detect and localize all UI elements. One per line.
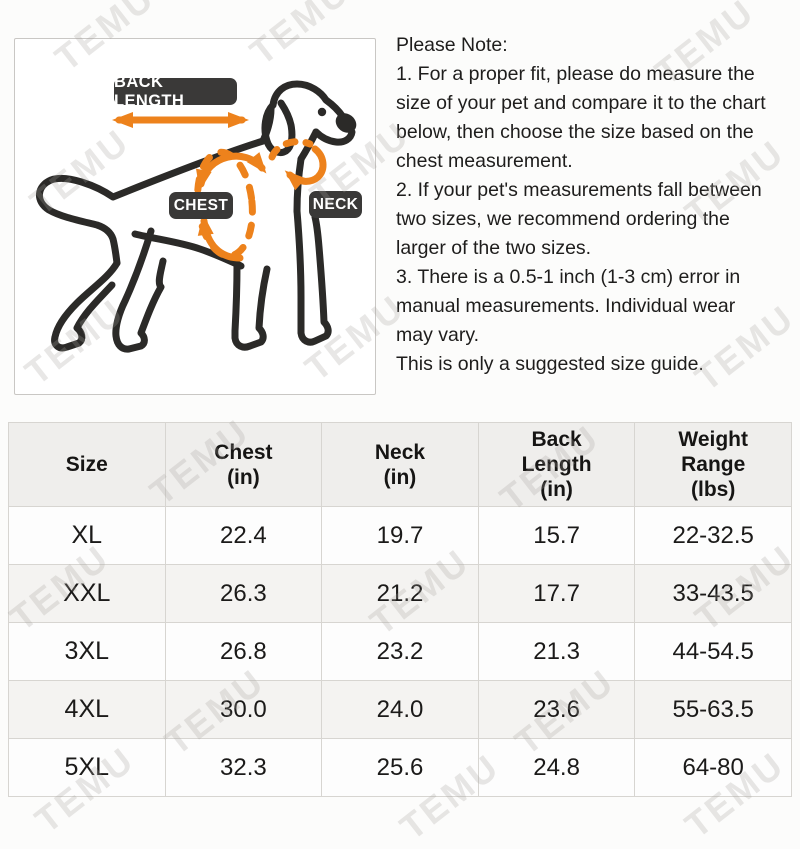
note-item-1: 1. For a proper fit, please do measure t… xyxy=(396,63,766,172)
cell-weight: 64-80 xyxy=(634,738,792,797)
dog-outline xyxy=(36,80,356,353)
note-item-2: 2. If your pet's measurements fall betwe… xyxy=(396,179,762,259)
header-size: Size xyxy=(8,422,166,507)
cell-size: XL xyxy=(8,506,166,565)
table-row-xxl: XXL 26.3 21.2 17.7 33-43.5 xyxy=(8,564,792,623)
neck-label: NECK xyxy=(309,191,362,218)
table-row-5xl: 5XL 32.3 25.6 24.8 64-80 xyxy=(8,738,792,797)
dog-nose xyxy=(335,113,357,133)
cell-back-length: 23.6 xyxy=(477,680,636,739)
cell-back-length: 24.8 xyxy=(477,738,636,797)
header-weight-range: Weight Range (lbs) xyxy=(634,422,792,507)
measurement-diagram-panel: BACK LENGTH CHEST NECK xyxy=(14,38,376,395)
cell-chest: 22.4 xyxy=(164,506,323,565)
cell-neck: 23.2 xyxy=(321,622,479,681)
table-row-4xl: 4XL 30.0 24.0 23.6 55-63.5 xyxy=(8,680,792,739)
notes-section: Please Note: 1. For a proper fit, please… xyxy=(396,31,798,379)
header-row: Size Chest (in) Neck (in) Back Length (i… xyxy=(8,422,792,507)
size-chart-table: Size Chest (in) Neck (in) Back Length (i… xyxy=(8,422,792,797)
chest-bottom-arrow xyxy=(197,214,244,262)
table-row-xl: XL 22.4 19.7 15.7 22-32.5 xyxy=(8,506,792,565)
cell-back-length: 15.7 xyxy=(477,506,636,565)
cell-size: 5XL xyxy=(8,738,166,797)
cell-size: 4XL xyxy=(8,680,166,739)
cell-weight: 22-32.5 xyxy=(634,506,792,565)
note-item-3: 3. There is a 0.5-1 inch (1-3 cm) error … xyxy=(396,266,741,346)
cell-neck: 25.6 xyxy=(321,738,479,797)
neck-girth-dashed-arc xyxy=(268,138,314,161)
back-length-label: BACK LENGTH xyxy=(114,73,237,110)
header-chest: Chest (in) xyxy=(164,422,323,507)
cell-weight: 44-54.5 xyxy=(634,622,792,681)
chest-label: CHEST xyxy=(169,192,233,219)
cell-weight: 33-43.5 xyxy=(634,564,792,623)
table-row-3xl: 3XL 26.8 23.2 21.3 44-54.5 xyxy=(8,622,792,681)
dog-eye xyxy=(317,107,327,117)
header-back-length: Back Length (in) xyxy=(477,422,636,507)
header-neck: Neck (in) xyxy=(321,422,479,507)
note-item-4: This is only a suggested size guide. xyxy=(396,353,704,375)
cell-neck: 19.7 xyxy=(321,506,479,565)
cell-neck: 21.2 xyxy=(321,564,479,623)
cell-chest: 32.3 xyxy=(164,738,323,797)
notes-title: Please Note: xyxy=(396,34,508,56)
cell-back-length: 17.7 xyxy=(477,564,636,623)
cell-size: 3XL xyxy=(8,622,166,681)
cell-size: XXL xyxy=(8,564,166,623)
neck-arrow xyxy=(284,145,327,191)
cell-back-length: 21.3 xyxy=(477,622,636,681)
cell-chest: 26.3 xyxy=(164,564,323,623)
cell-neck: 24.0 xyxy=(321,680,479,739)
cell-weight: 55-63.5 xyxy=(634,680,792,739)
cell-chest: 30.0 xyxy=(164,680,323,739)
chest-top-arrow xyxy=(196,152,267,191)
cell-chest: 26.8 xyxy=(164,622,323,681)
